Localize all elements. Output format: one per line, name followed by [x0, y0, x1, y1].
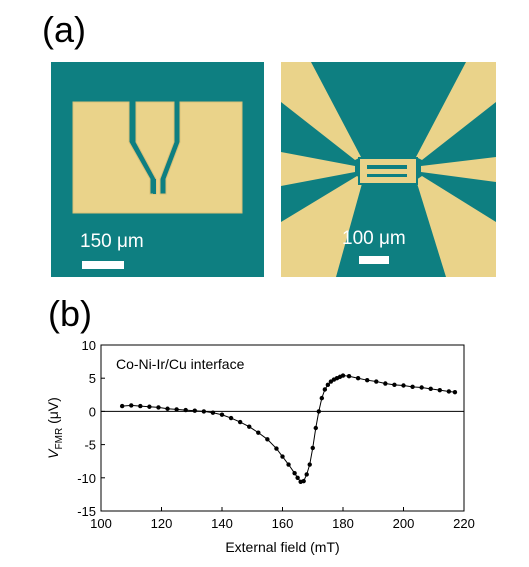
- data-point: [307, 462, 312, 467]
- data-point: [156, 405, 161, 410]
- x-tick-label: 180: [332, 516, 354, 531]
- scale-bar-right: [359, 256, 389, 264]
- x-tick-label: 100: [90, 516, 112, 531]
- micrograph-right: 100 μm: [281, 62, 496, 277]
- data-point: [410, 384, 415, 390]
- data-point: [247, 424, 252, 429]
- data-point: [301, 478, 306, 484]
- x-tick-label: 220: [453, 516, 475, 531]
- x-tick-label: 120: [151, 516, 173, 531]
- data-point: [237, 419, 243, 425]
- data-point: [295, 475, 300, 480]
- data-point: [355, 376, 361, 381]
- data-point: [219, 412, 225, 417]
- x-tick-label: 140: [211, 516, 233, 531]
- data-point: [322, 387, 328, 392]
- data-point: [383, 381, 388, 386]
- data-point: [428, 386, 433, 392]
- probe-arm-right: [421, 157, 496, 182]
- data-point: [316, 409, 321, 414]
- probe-fan-left-bottom: [281, 176, 363, 277]
- y-tick-label: -10: [77, 471, 96, 486]
- center-device: [358, 157, 418, 185]
- probe-fan-left-top: [281, 62, 361, 160]
- data-point: [325, 382, 331, 388]
- y-tick-label: -15: [77, 504, 96, 519]
- data-point: [452, 389, 458, 395]
- data-point: [274, 446, 279, 451]
- data-point: [280, 454, 285, 459]
- data-point: [147, 404, 152, 409]
- probe-fan-right-top: [416, 62, 496, 160]
- data-point: [401, 383, 406, 388]
- data-point: [304, 472, 309, 477]
- probe-arm-left: [281, 152, 355, 186]
- y-tick-label: 10: [82, 338, 96, 353]
- data-point: [346, 374, 352, 379]
- data-point: [256, 430, 261, 435]
- data-point: [392, 382, 397, 388]
- data-point: [129, 403, 134, 408]
- data-point: [286, 462, 291, 467]
- scale-label-left: 150 μm: [80, 231, 144, 252]
- data-point: [446, 389, 452, 394]
- data-point: [437, 387, 442, 393]
- data-point: [192, 408, 197, 413]
- data-point: [265, 437, 270, 442]
- data-point: [174, 407, 179, 412]
- panel-a-label: (a): [42, 9, 86, 50]
- data-point: [292, 470, 297, 476]
- scale-label-right: 100 μm: [342, 228, 406, 249]
- y-tick-label: -5: [84, 438, 96, 453]
- y-axis-label: VFMR (μV): [45, 397, 65, 459]
- data-point: [210, 410, 216, 415]
- fmr-chart: 100 120 140 160 180 200 220 -15 -10 -5 0 5 10 Co-Ni-I…: [45, 338, 475, 555]
- data-point: [319, 395, 325, 401]
- x-axis-label: External field (mT): [225, 539, 339, 555]
- left-electrode-pad: [72, 101, 243, 214]
- panel-b-label: (b): [48, 293, 92, 334]
- probe-fan-right-bottom: [416, 176, 496, 277]
- y-tick-label: 0: [89, 404, 96, 419]
- data-point: [138, 403, 143, 409]
- y-tick-label: 5: [89, 371, 96, 386]
- data-point: [419, 385, 424, 390]
- data-point: [365, 377, 370, 383]
- data-point: [228, 415, 234, 421]
- micrograph-left: 150 μm: [51, 62, 264, 277]
- data-point: [201, 409, 207, 414]
- data-point: [183, 407, 188, 413]
- data-point: [119, 403, 125, 409]
- chart-annotation: Co-Ni-Ir/Cu interface: [116, 356, 245, 372]
- data-point: [374, 379, 379, 384]
- x-tick-label: 160: [272, 516, 294, 531]
- x-tick-label: 200: [393, 516, 415, 531]
- data-point: [310, 445, 315, 451]
- data-point: [165, 406, 170, 411]
- scale-bar-left: [82, 261, 124, 269]
- data-point: [340, 373, 346, 378]
- data-point: [313, 425, 318, 431]
